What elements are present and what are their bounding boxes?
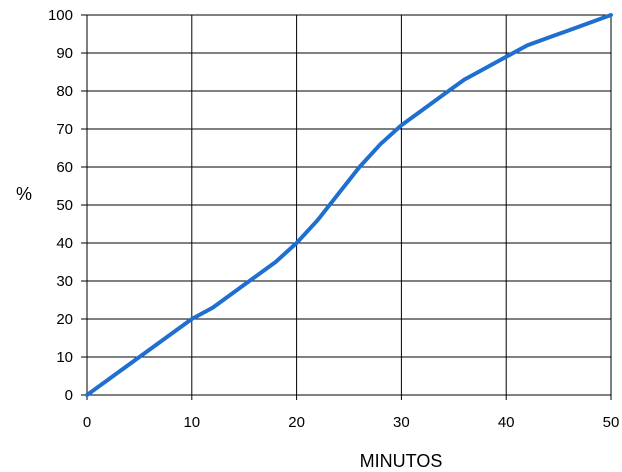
- y-tick-label: 60: [56, 159, 73, 176]
- x-axis-title: MINUTOS: [360, 451, 443, 471]
- y-tick-label: 50: [56, 197, 73, 214]
- y-tick-label: 20: [56, 311, 73, 328]
- x-tick-label: 10: [183, 414, 200, 431]
- x-tick-label: 40: [498, 414, 515, 431]
- x-tick-label: 0: [83, 414, 91, 431]
- y-tick-label: 0: [65, 387, 73, 404]
- x-tick-label: 30: [393, 414, 410, 431]
- x-tick-label: 50: [603, 414, 620, 431]
- gridlines: [87, 14, 612, 395]
- y-tick-label: 30: [56, 273, 73, 290]
- y-tick-label: 10: [56, 349, 73, 366]
- series-line-0: [85, 13, 613, 397]
- axes: [81, 14, 612, 400]
- x-tick-label: 20: [288, 414, 305, 431]
- x-axis-tick-labels: 0 10 20 30 40 50: [83, 414, 620, 431]
- y-tick-label: 90: [56, 45, 73, 62]
- y-tick-label: 70: [56, 121, 73, 138]
- y-tick-label: 40: [56, 235, 73, 252]
- y-tick-label: 80: [56, 83, 73, 100]
- y-axis-tick-labels: 0 10 20 30 40 50 60 70 80 90 100: [48, 7, 73, 404]
- y-tick-label: 100: [48, 7, 73, 24]
- series-layer: [85, 13, 613, 397]
- y-axis-title: %: [16, 184, 32, 204]
